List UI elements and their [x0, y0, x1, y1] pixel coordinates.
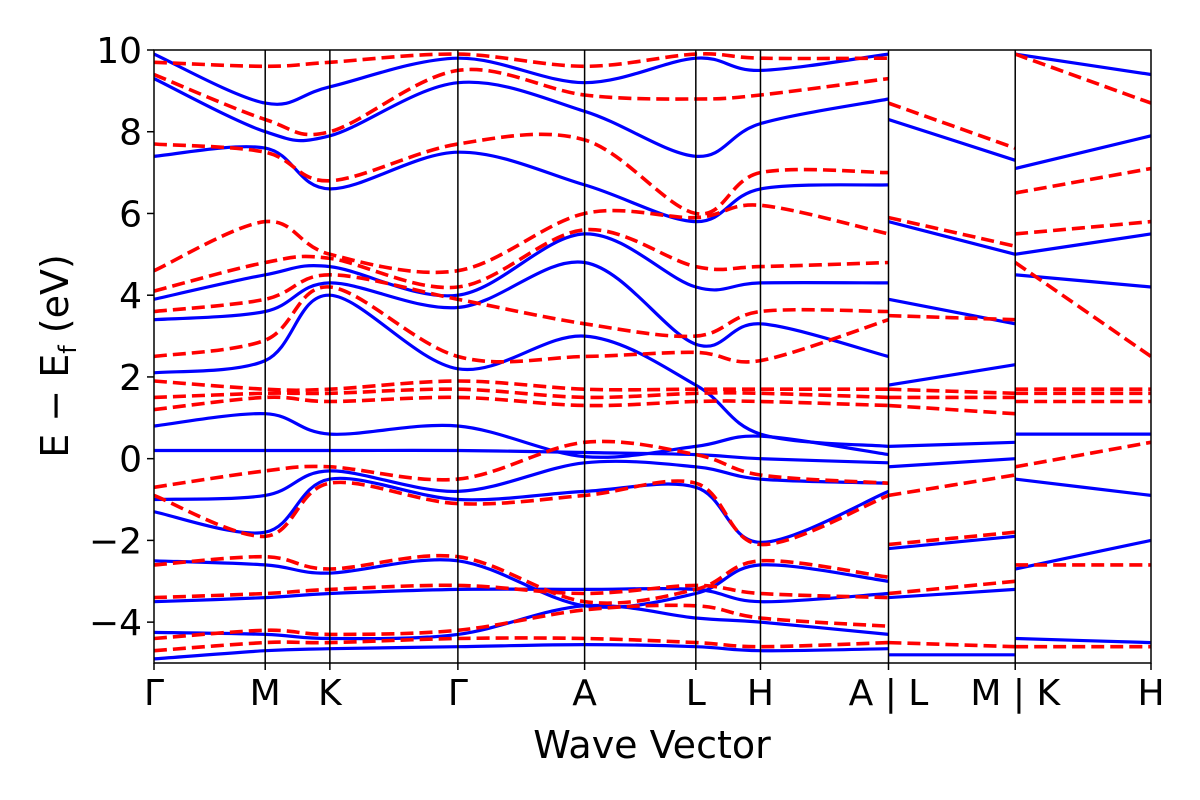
solid-band-line	[1014, 538, 1151, 571]
dashed-band-line	[154, 227, 889, 293]
y-tick-label: 0	[119, 440, 142, 481]
solid-band-line	[154, 476, 890, 545]
y-axis-title-unit: (eV)	[33, 254, 77, 345]
x-tick-label: H	[1137, 673, 1164, 714]
solid-band-line	[888, 587, 1016, 600]
x-tick-label: M | K	[970, 673, 1061, 714]
solid-band-line	[154, 77, 889, 158]
solid-band-line	[1015, 273, 1151, 289]
dashed-band-line	[888, 387, 1016, 396]
y-tick-label: 4	[119, 276, 142, 317]
dashed-band-line	[1014, 52, 1151, 105]
solid-band-line	[888, 220, 1016, 256]
dashed-band-line	[887, 101, 1016, 150]
x-tick-label: Γ	[144, 673, 164, 714]
solid-band-line	[154, 558, 889, 609]
y-axis-title-main: E − E	[33, 354, 77, 458]
dashed-band-line	[154, 272, 889, 339]
bands-layer	[154, 52, 1151, 661]
dashed-band-line	[154, 379, 889, 393]
y-axis-ticks: −4 −2 0 2 4 6 8 10	[89, 31, 154, 644]
solid-band-line	[888, 440, 1016, 448]
dashed-band-line	[888, 579, 1016, 596]
solid-band-line	[1014, 52, 1151, 77]
x-tick-label: H	[747, 673, 774, 714]
y-tick-label: 10	[96, 31, 142, 72]
dashed-band-line	[888, 215, 1016, 248]
y-axis-title: E − Ef (eV)	[33, 254, 82, 458]
y-tick-label: −2	[89, 521, 142, 562]
solid-band-line	[154, 260, 889, 359]
x-tick-label: L	[686, 673, 706, 714]
dashed-band-line	[154, 583, 889, 600]
solid-band-line	[1014, 232, 1151, 256]
dashed-band-line	[154, 636, 889, 653]
dashed-band-line	[154, 387, 889, 400]
solid-band-line	[888, 297, 1016, 326]
dashed-band-line	[154, 67, 889, 137]
solid-band-line	[154, 145, 889, 224]
solid-band-line	[154, 232, 889, 301]
solid-band-line	[888, 363, 1016, 387]
dashed-band-line	[888, 530, 1016, 547]
dashed-band-line	[1014, 440, 1151, 469]
solid-band-line	[888, 117, 1016, 162]
y-axis-title-subscript: f	[54, 345, 82, 354]
solid-band-line	[154, 642, 889, 661]
x-tick-label: Γ	[448, 673, 468, 714]
dashed-band-line	[154, 553, 889, 605]
solid-band-line	[888, 457, 1016, 469]
high-symmetry-lines	[264, 50, 1016, 663]
dashed-band-line	[1014, 166, 1151, 195]
dashed-band-line	[154, 52, 889, 69]
solid-band-line	[1015, 636, 1151, 645]
dashed-band-line	[154, 203, 889, 275]
y-tick-label: 6	[119, 194, 142, 235]
y-tick-label: 8	[119, 113, 142, 154]
dashed-band-line	[1015, 219, 1151, 236]
dashed-band-line	[154, 285, 890, 364]
solid-band-line	[154, 52, 889, 106]
solid-band-line	[154, 293, 889, 448]
y-tick-label: −4	[89, 603, 142, 644]
dashed-band-line	[888, 640, 1016, 649]
plot-frame	[153, 49, 1152, 664]
solid-band-line	[1014, 134, 1151, 171]
dashed-band-line	[154, 395, 889, 412]
x-tick-label: A	[572, 673, 597, 714]
solid-band-line	[1015, 477, 1151, 497]
x-tick-label: K	[318, 673, 343, 714]
y-tick-label: 2	[119, 358, 142, 399]
solid-band-line	[154, 459, 889, 502]
solid-band-line	[888, 534, 1016, 551]
dashed-band-line	[154, 479, 890, 547]
dashed-band-line	[888, 403, 1016, 416]
dashed-band-line	[888, 473, 1016, 498]
x-tick-label: M	[250, 673, 281, 714]
x-tick-label: A | L	[849, 673, 929, 714]
x-axis-title: Wave Vector	[533, 723, 771, 767]
dashed-band-line	[888, 313, 1016, 322]
dashed-band-line	[154, 132, 889, 216]
dashed-band-line	[1014, 261, 1151, 358]
